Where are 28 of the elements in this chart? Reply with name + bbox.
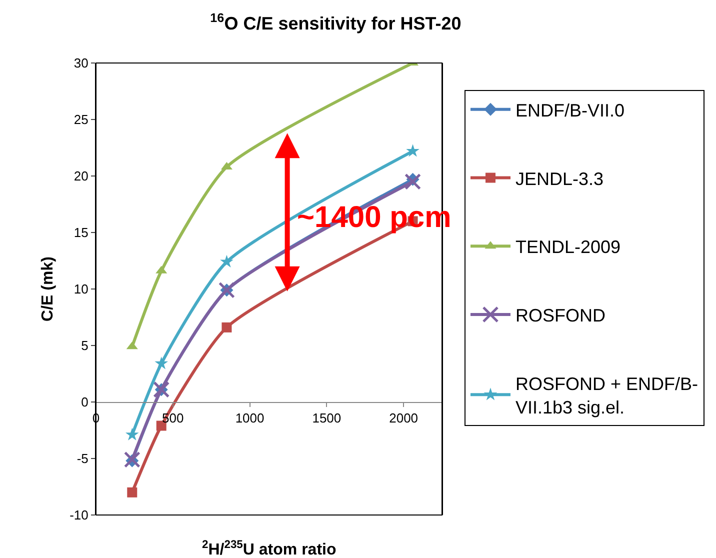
point [127, 487, 138, 498]
legend-label: ROSFOND + ENDF/B-VII.1b3 sig.el. [515, 374, 698, 418]
y-tick-label: 0 [81, 394, 88, 410]
legend-label: JENDL-3.3 [515, 168, 604, 189]
x-axis-title: $^{2}$H/$^{235}$U atom ratio [202, 539, 336, 558]
legend-label: ROSFOND [515, 306, 606, 326]
point [124, 451, 140, 468]
point [154, 356, 168, 370]
chart-title: $^{16}$O C/E sensitivity for HST-20 [210, 10, 462, 34]
y-tick-label: 30 [74, 56, 88, 71]
legend-label: ENDF/B-VII.0 [515, 100, 625, 120]
y-tick-label: 20 [74, 168, 88, 184]
legend-label: TENDL-2009 [515, 237, 621, 258]
y-tick-label: 15 [74, 225, 88, 240]
x-tick-label: 1500 [312, 410, 342, 426]
y-tick-label: 10 [74, 282, 88, 297]
point [125, 428, 139, 440]
point [404, 173, 422, 190]
y-tick-label: 5 [81, 338, 88, 354]
y-tick-label: -10 [70, 508, 88, 523]
x-tick-label: 2000 [389, 410, 418, 426]
y-tick-label: -5 [76, 451, 88, 466]
y-axis-title: C/E (mk) [40, 256, 57, 322]
y-tick-label: 25 [74, 112, 88, 128]
point [220, 254, 234, 268]
point [406, 144, 420, 157]
point [222, 322, 232, 332]
x-tick-label: 1000 [235, 410, 264, 426]
